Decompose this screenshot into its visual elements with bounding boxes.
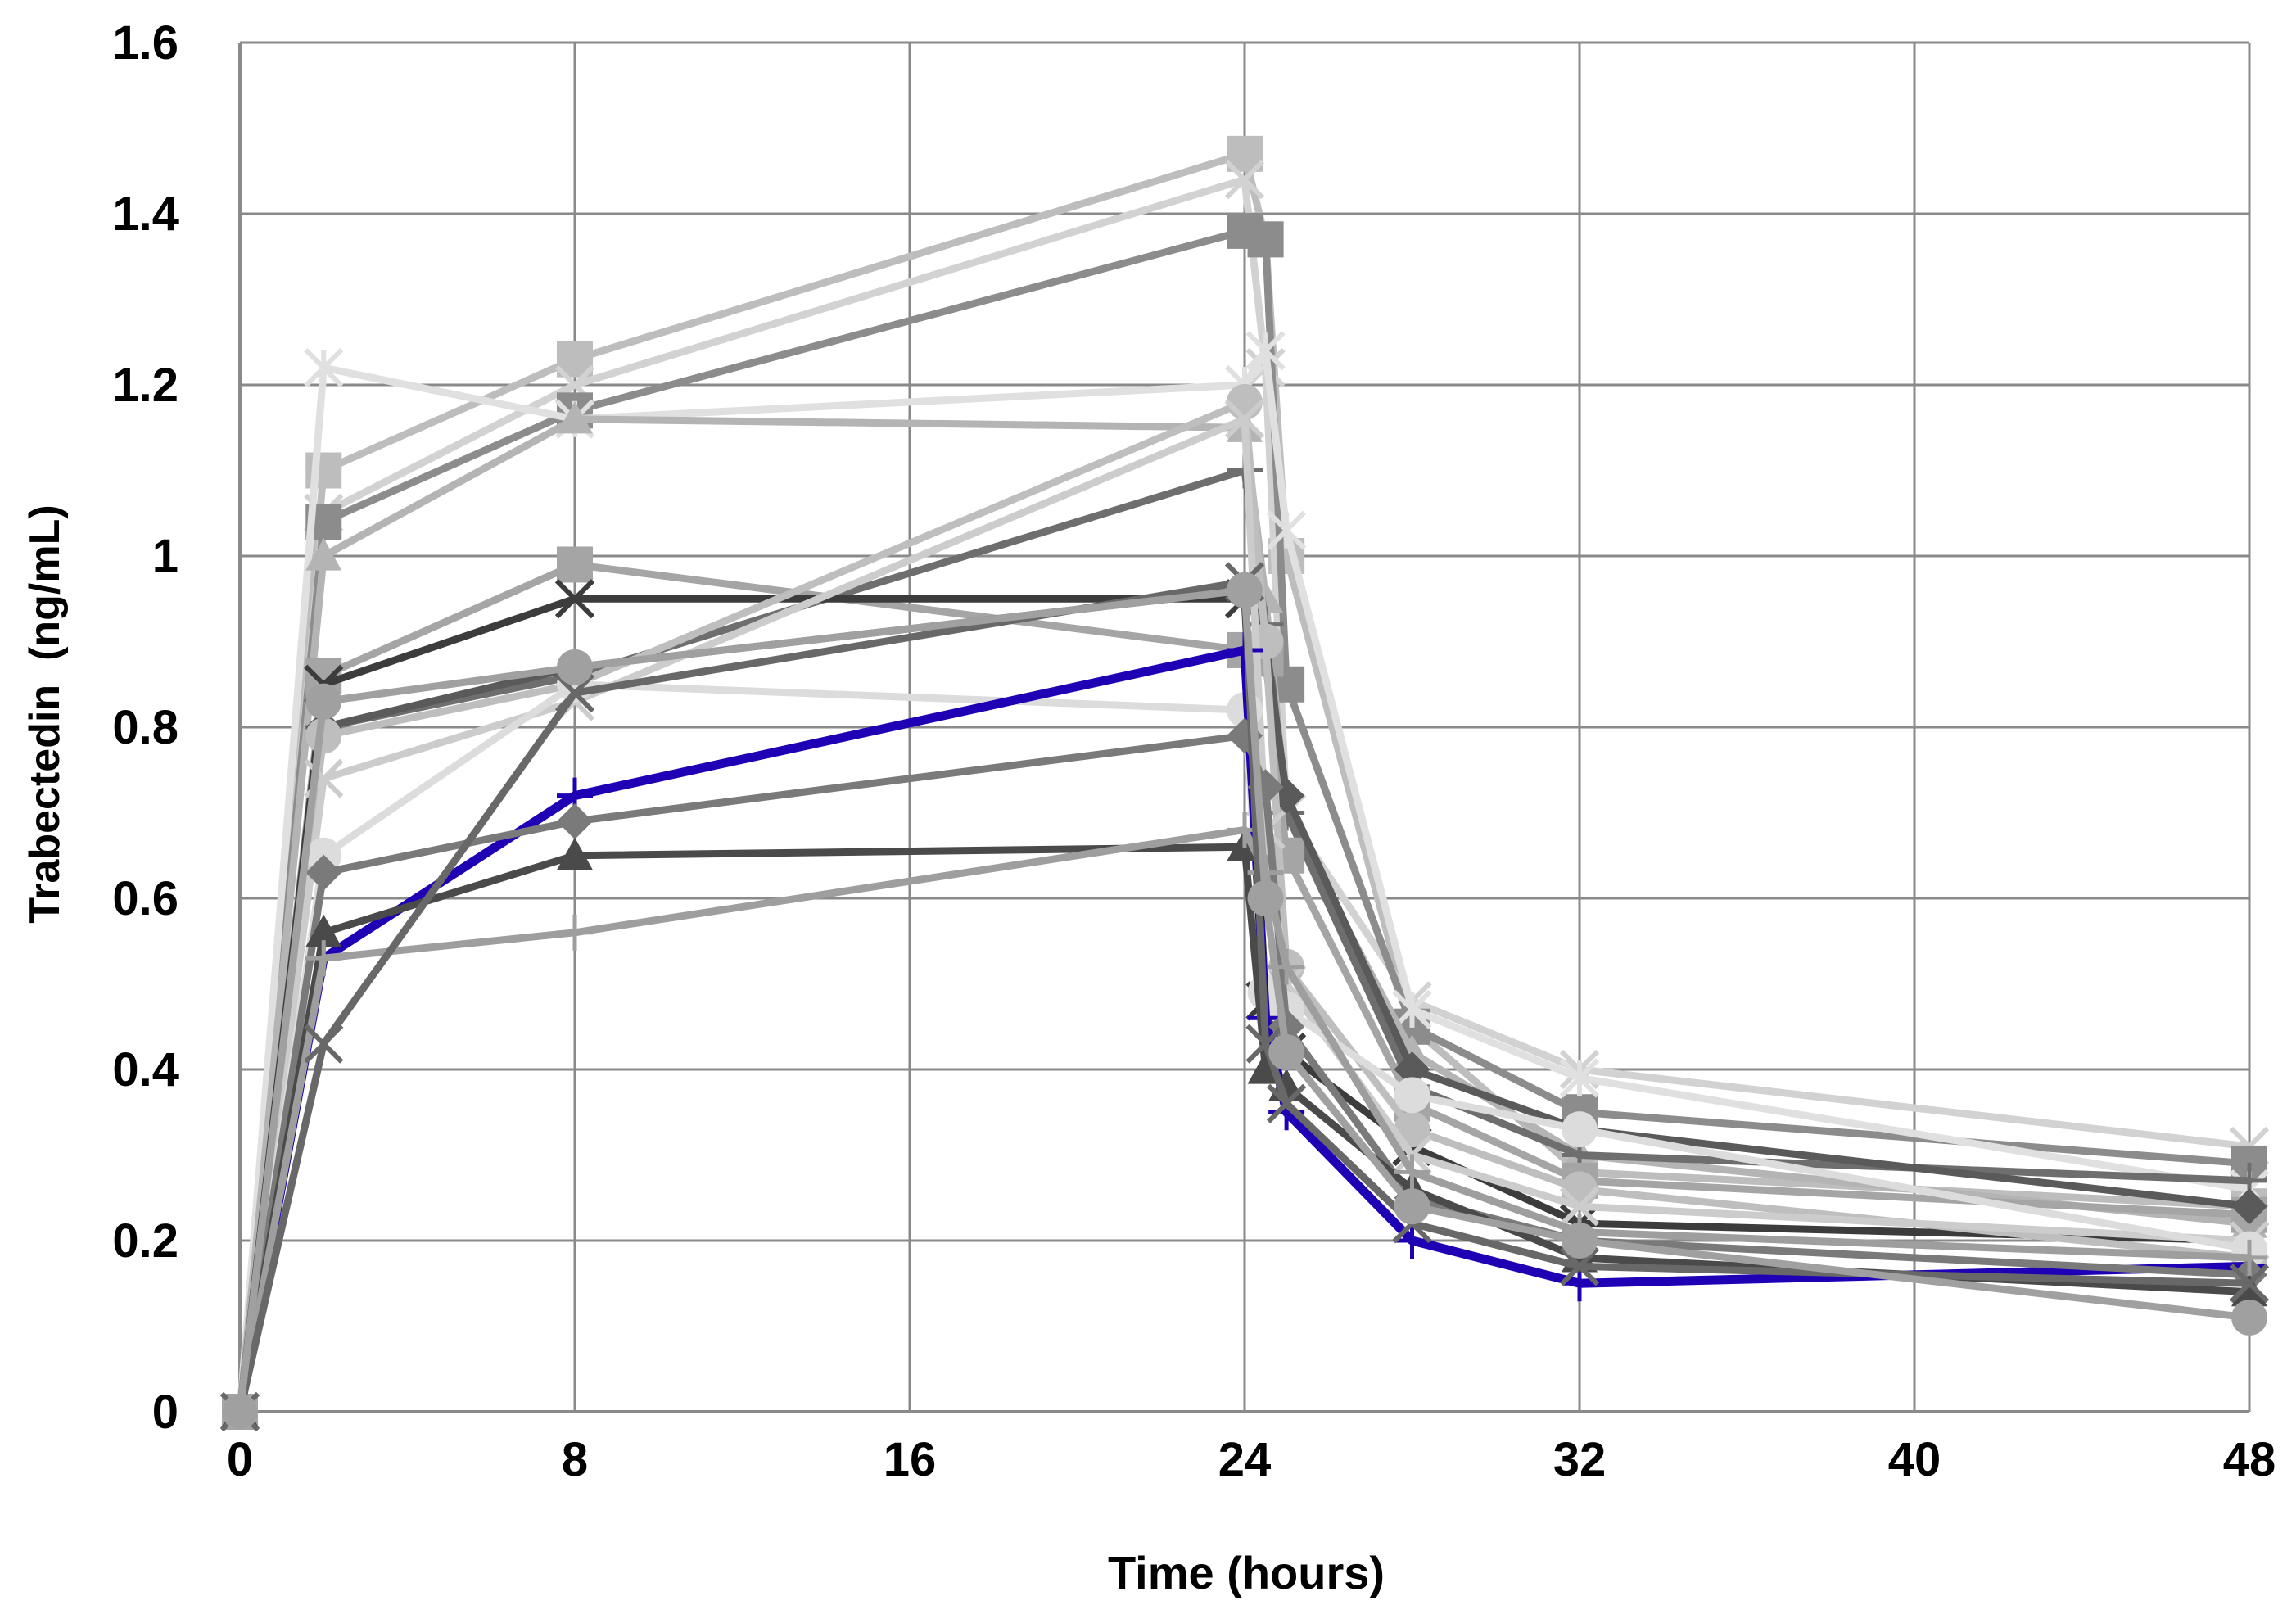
y-tick-label: 1.4	[112, 188, 179, 241]
data-point-circle	[222, 1394, 258, 1430]
data-point-x	[554, 579, 595, 619]
y-tick-label: 1	[152, 530, 179, 583]
data-point-x	[1224, 399, 1265, 439]
data-point-x	[554, 673, 595, 713]
data-point-star	[1245, 331, 1286, 371]
data-point-plus	[305, 940, 342, 977]
tick-labels: 0 0.2 0.4 0.6 0.8 1 1.2 1.4 1.6 0 8 16 24 32 40 48	[112, 16, 2276, 1486]
y-axis-label: Trabectedin (ng/mL)	[21, 504, 69, 923]
data-point-diamond	[557, 802, 593, 839]
x-tick-label: 32	[1553, 1433, 1607, 1486]
x-tick-label: 16	[884, 1433, 937, 1486]
x-tick-label: 48	[2223, 1433, 2276, 1486]
data-point-x	[2229, 1264, 2270, 1304]
x-tick-label: 24	[1218, 1433, 1272, 1486]
y-tick-label: 0.2	[112, 1214, 179, 1268]
data-point-star	[1559, 1058, 1600, 1098]
data-point-triangle	[2231, 1273, 2267, 1307]
y-tick-label: 0	[152, 1386, 179, 1439]
data-point-circle	[1394, 1077, 1430, 1114]
data-series	[219, 135, 2270, 1432]
data-point-circle	[1562, 1223, 1598, 1259]
data-point-circle	[2231, 1300, 2267, 1336]
x-tick-label: 40	[1888, 1433, 1941, 1486]
data-point-circle	[1562, 1111, 1598, 1148]
data-point-plus	[557, 914, 593, 951]
y-tick-label: 0.6	[112, 872, 179, 925]
data-point-square	[1247, 221, 1284, 258]
data-point-x	[304, 1024, 344, 1064]
data-point-triangle	[557, 400, 593, 434]
data-point-circle	[305, 683, 342, 720]
data-point-x	[1224, 160, 1265, 200]
data-point-star	[1267, 510, 1307, 550]
data-point-circle	[1247, 880, 1284, 916]
data-point-circle	[305, 717, 342, 754]
x-axis-label: Time (hours)	[1108, 1547, 1385, 1598]
data-point-triangle	[557, 837, 593, 870]
y-tick-label: 0.4	[112, 1043, 179, 1096]
data-point-plus	[2231, 1239, 2267, 1276]
y-tick-label: 0.8	[112, 701, 179, 754]
data-point-x	[1267, 1083, 1307, 1123]
data-point-x	[1559, 1246, 1600, 1286]
series-s18	[222, 572, 2267, 1430]
data-point-plus	[1394, 1223, 1430, 1259]
axes	[238, 43, 2249, 1413]
data-point-circle	[1227, 572, 1263, 608]
data-point-circle	[1227, 383, 1263, 420]
data-point-square	[557, 546, 593, 583]
x-tick-label: 8	[562, 1433, 588, 1486]
data-point-star	[304, 347, 344, 388]
data-point-diamond	[1394, 1051, 1430, 1087]
x-tick-label: 0	[227, 1433, 253, 1486]
y-tick-label: 1.2	[112, 359, 179, 412]
data-point-circle	[557, 649, 593, 685]
data-point-diamond	[305, 854, 342, 891]
data-point-circle	[1268, 1034, 1305, 1071]
data-point-diamond	[2231, 1188, 2267, 1225]
y-tick-label: 1.6	[112, 16, 179, 70]
data-point-triangle	[305, 538, 342, 571]
data-point-circle	[1394, 1188, 1430, 1225]
data-point-triangle	[305, 914, 342, 947]
data-point-x	[1559, 1187, 1600, 1227]
data-point-plus	[1394, 1154, 1430, 1191]
